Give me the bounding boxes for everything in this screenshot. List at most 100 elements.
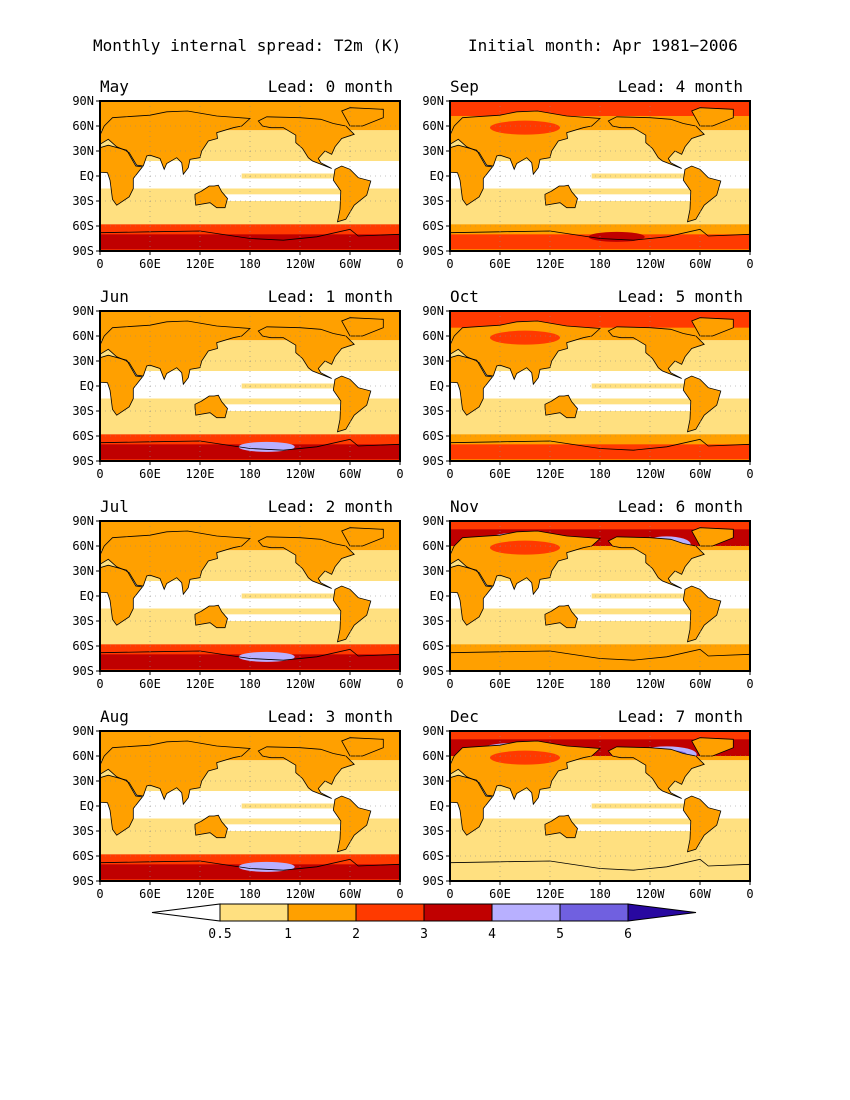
land-spread-australia	[195, 395, 228, 418]
lon-tick-label: 0	[96, 467, 103, 481]
coastline-antarctica	[100, 858, 400, 881]
panel-lead: Lead: 6 month	[618, 497, 743, 516]
lon-tick-label: 0	[96, 677, 103, 691]
lon-tick-label: 120E	[186, 677, 215, 691]
lon-tick-label: 60E	[139, 467, 161, 481]
colorbar-low-triangle	[151, 903, 221, 922]
land-spread-europe-asia	[100, 741, 250, 805]
sh-clear-zone	[575, 614, 710, 621]
lat-tick-label: 90N	[422, 94, 444, 108]
lat-tick-label: EQ	[430, 379, 444, 393]
lat-tick-label: 90N	[72, 724, 94, 738]
lon-tick-label: 120E	[536, 677, 565, 691]
land-spread-australia	[195, 185, 228, 208]
lat-tick-label: 30N	[422, 564, 444, 578]
colorbar-tick-label: 6	[624, 927, 632, 942]
lon-tick-label: 60W	[339, 467, 361, 481]
sh-clear-zone	[225, 194, 360, 201]
antarctic-max	[238, 651, 295, 662]
lon-tick-label: 60W	[689, 887, 711, 901]
land-spread-australia	[545, 815, 578, 838]
land-spread-north-america	[258, 326, 355, 379]
lat-tick-label: 90S	[422, 454, 444, 468]
lat-tick-label: 60N	[72, 749, 94, 763]
panel-lead: Lead: 4 month	[618, 77, 743, 96]
coastline-europe-asia	[450, 110, 601, 176]
lon-tick-label: 120W	[636, 887, 666, 901]
land-spread-africa	[450, 355, 493, 416]
eq-band	[241, 593, 347, 599]
coastline-antarctica	[450, 228, 750, 251]
lon-tick-label: 0	[446, 887, 453, 901]
lon-tick-label: 120E	[186, 257, 215, 271]
land-spread-south-america	[333, 376, 371, 432]
lat-tick-label: 60N	[422, 329, 444, 343]
lon-tick-label: 60E	[139, 677, 161, 691]
coastline-south-america	[682, 795, 722, 853]
lat-tick-label: EQ	[430, 589, 444, 603]
land-spread-north-america	[258, 116, 355, 169]
panel-month: Jul	[100, 497, 129, 516]
panel-lead: Lead: 0 month	[268, 77, 393, 96]
panel-lead: Lead: 7 month	[618, 707, 743, 726]
lat-tick-label: 60N	[72, 329, 94, 343]
eq-band	[591, 593, 697, 599]
lat-tick-label: EQ	[80, 169, 94, 183]
lat-tick-label: 60S	[72, 849, 94, 863]
coastline-north-america	[607, 746, 705, 799]
land-spread-africa	[100, 565, 143, 626]
coastline-australia	[544, 184, 578, 209]
land-spread-south-america	[683, 586, 721, 642]
coastline-south-america	[332, 165, 372, 223]
colorbar-high-triangle	[627, 903, 697, 922]
lon-tick-label: 180	[589, 677, 611, 691]
lat-tick-label: 30N	[72, 144, 94, 158]
lat-tick-label: 30S	[422, 404, 444, 418]
lon-tick-label: 120E	[536, 467, 565, 481]
lon-tick-label: 120E	[536, 257, 565, 271]
land-spread-australia	[545, 605, 578, 628]
lat-tick-label: 90S	[72, 454, 94, 468]
figure-title: Monthly internal spread: T2m (K)	[93, 36, 401, 55]
lon-tick-label: 0	[396, 467, 403, 481]
lon-tick-label: 180	[239, 887, 261, 901]
coastline-north-america	[257, 116, 355, 169]
colorbar: 0.5 1 2 3 4 5 6	[151, 903, 697, 942]
land-spread-south-america	[683, 376, 721, 432]
colorbar-tick-label: 2	[352, 927, 360, 942]
coastline-europe-asia	[450, 320, 601, 386]
panel-month: Nov	[450, 497, 479, 516]
sh-clear-zone	[225, 614, 360, 621]
lon-tick-label: 60E	[139, 887, 161, 901]
lat-tick-label: 30N	[422, 144, 444, 158]
land-spread-australia	[195, 815, 228, 838]
lon-tick-label: 60E	[489, 257, 511, 271]
coastline-north-america	[607, 116, 705, 169]
lat-tick-label: 60N	[422, 119, 444, 133]
lon-tick-label: 0	[396, 887, 403, 901]
coastline-australia	[194, 394, 228, 419]
panel-month: Oct	[450, 287, 479, 306]
lat-tick-label: 30S	[72, 194, 94, 208]
lat-tick-label: 90N	[422, 304, 444, 318]
colorbar-segment	[219, 903, 289, 922]
lat-tick-label: 90N	[72, 304, 94, 318]
coastline-greenland	[341, 317, 384, 337]
land-spread-north-america	[258, 536, 355, 589]
eurasia-high	[490, 330, 560, 345]
land-spread-south-america	[333, 166, 371, 222]
coastline-greenland	[691, 527, 734, 547]
coastline-north-america	[257, 746, 355, 799]
panel-lead: Lead: 1 month	[268, 287, 393, 306]
lon-tick-label: 120W	[286, 887, 316, 901]
lat-tick-label: EQ	[80, 589, 94, 603]
land-spread-europe-asia	[450, 531, 600, 595]
lon-tick-label: 60W	[689, 677, 711, 691]
lat-tick-label: 60S	[422, 429, 444, 443]
figure-subtitle: Initial month: Apr 1981−2006	[468, 36, 738, 55]
coastline-antarctica	[450, 648, 750, 671]
lon-tick-label: 60E	[489, 677, 511, 691]
coastline-europe-asia	[100, 110, 251, 176]
